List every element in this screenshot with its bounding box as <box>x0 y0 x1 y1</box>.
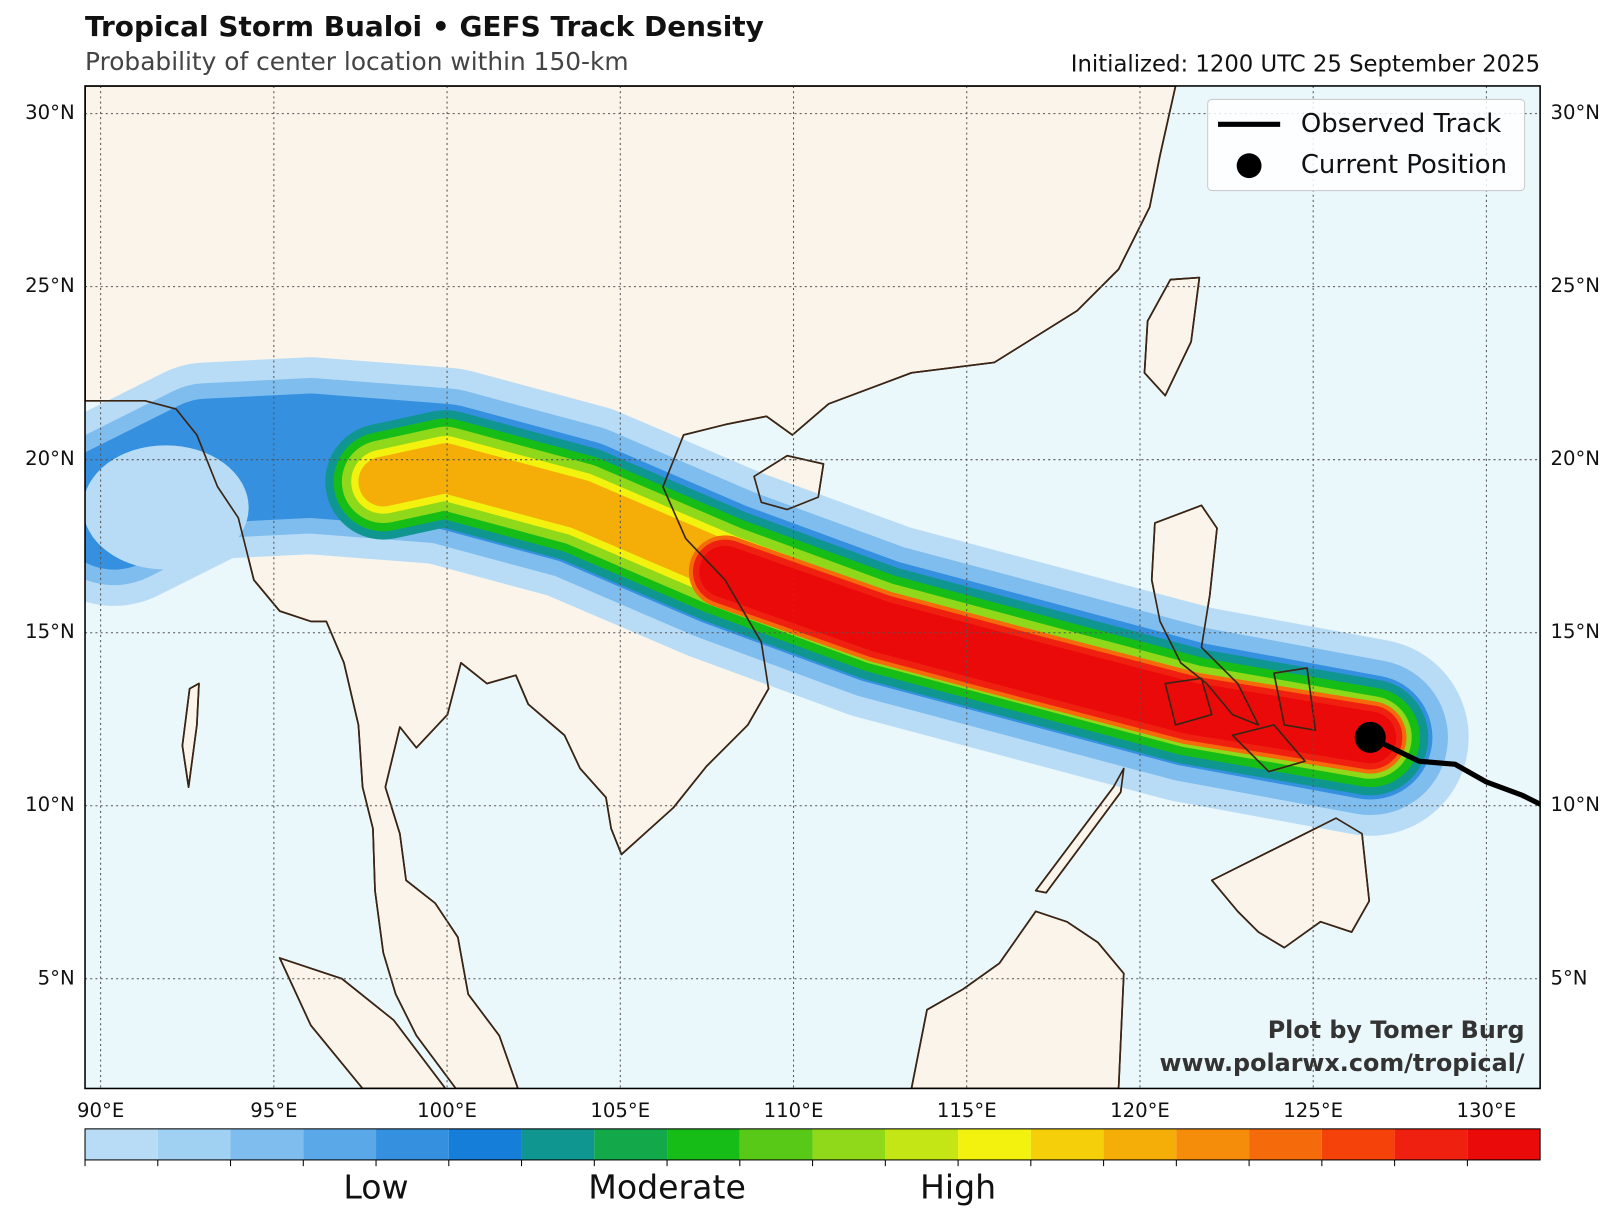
lat-label: 25°N <box>25 274 75 297</box>
colorbar: Low Moderate High <box>84 1128 1541 1206</box>
legend-box <box>1207 98 1526 192</box>
colorbar-cell <box>157 1128 231 1160</box>
density <box>85 357 1469 836</box>
colorbar-label: High <box>920 1167 996 1206</box>
lat-label: 15°N <box>1550 620 1600 643</box>
colorbar-label: Low <box>343 1167 408 1206</box>
density-band <box>699 545 1397 764</box>
credit-url: www.polarwx.com/tropical/ <box>1160 1049 1525 1077</box>
lon-label: 90°E <box>77 1099 124 1122</box>
colorbar-cell <box>1176 1128 1250 1160</box>
title: Tropical Storm Bualoi • GEFS Track Densi… <box>85 10 764 43</box>
colorbar-cell <box>594 1128 668 1160</box>
lon-label: 100°E <box>417 1099 477 1122</box>
map <box>85 85 1541 1089</box>
lat-label: 15°N <box>25 620 75 643</box>
ticks: 90°E 95°E 100°E 105°E 110°E 115°E 120°E 125°E 13… <box>25 101 1600 1122</box>
colorbar-cell <box>667 1128 740 1160</box>
colorbar-cell <box>521 1128 595 1160</box>
current-position <box>1354 721 1386 753</box>
lat-label: 10°N <box>25 793 75 816</box>
legend-dot <box>1236 153 1262 179</box>
colorbar-cell <box>303 1128 377 1160</box>
legend: Observed Track Current Position <box>1207 98 1526 192</box>
lat-label: 5°N <box>1550 966 1587 989</box>
colorbar-cell <box>376 1128 449 1160</box>
lon-label: 125°E <box>1283 1099 1343 1122</box>
colorbar-label: Moderate <box>588 1167 746 1206</box>
colorbar-cell <box>1394 1128 1468 1160</box>
lat-label: 30°N <box>25 101 75 124</box>
lon-label: 120°E <box>1110 1099 1170 1122</box>
colorbar-cell <box>448 1128 522 1160</box>
lat-label: 20°N <box>1550 447 1600 470</box>
legend-label: Observed Track <box>1301 109 1501 139</box>
colorbar-cell <box>812 1128 886 1160</box>
lon-label: 95°E <box>250 1099 297 1122</box>
lon-label: 110°E <box>764 1099 824 1122</box>
init-time: Initialized: 1200 UTC 25 September 2025 <box>1071 52 1540 78</box>
lat-label: 10°N <box>1550 793 1600 816</box>
lon-label: 130°E <box>1457 1099 1517 1122</box>
lat-label: 25°N <box>1550 274 1600 297</box>
colorbar-cell <box>85 1128 158 1160</box>
colorbar-cell <box>230 1128 304 1160</box>
colorbar-cell <box>1103 1128 1177 1160</box>
lon-label: 105°E <box>590 1099 650 1122</box>
credit: Plot by Tomer Burg <box>1268 1016 1525 1044</box>
colorbar-cell <box>958 1128 1031 1160</box>
subtitle: Probability of center location within 15… <box>85 47 629 76</box>
observed-track <box>1369 735 1541 808</box>
lon-label: 115°E <box>937 1099 997 1122</box>
colorbar-cell <box>739 1128 813 1160</box>
colorbar-cell <box>1030 1128 1104 1160</box>
colorbar-cell <box>885 1128 959 1160</box>
colorbar-frame <box>84 1128 1541 1161</box>
colorbar-cell <box>1467 1128 1541 1160</box>
map-frame <box>84 85 1541 1090</box>
lat-label: 5°N <box>38 966 75 989</box>
colorbar-cell <box>1249 1128 1322 1160</box>
legend-label: Current Position <box>1301 150 1507 180</box>
density-band <box>85 445 249 570</box>
colorbar-cell <box>1321 1128 1395 1160</box>
lat-label: 30°N <box>1550 101 1600 124</box>
lat-label: 20°N <box>25 447 75 470</box>
